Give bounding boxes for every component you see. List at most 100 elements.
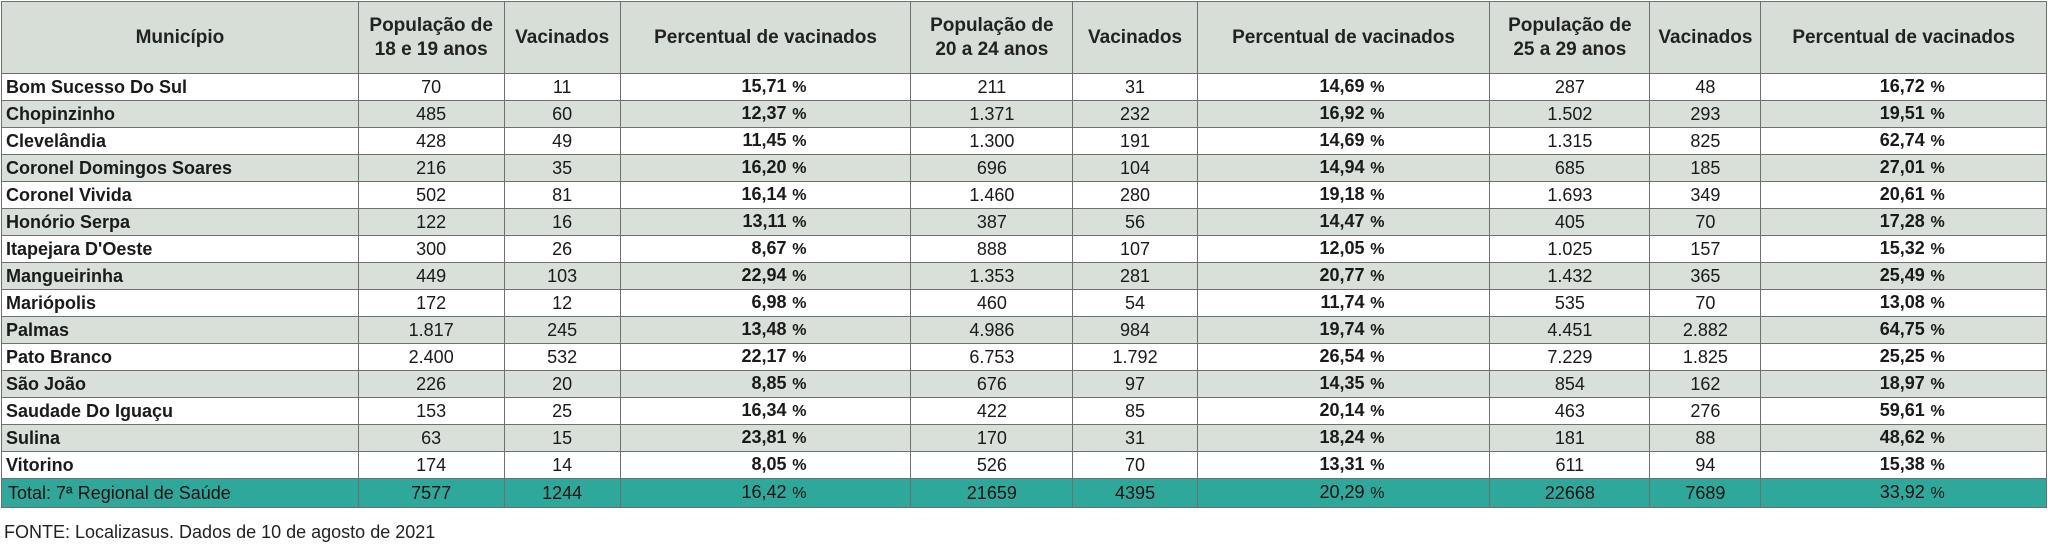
percent-value: 11,74 [1320,292,1365,312]
cell-percent: 15,38% [1760,451,2047,479]
percent-sign: % [1930,403,1945,420]
cell-vaccinated: 70 [1649,289,1762,317]
percent-sign: % [1930,106,1945,123]
cell-vaccinated: 281 [1072,262,1198,290]
percent-value: 19,51 [1879,103,1925,123]
cell-population: 216 [357,154,505,182]
cell-percent: 15,32% [1760,235,2047,263]
cell-municipio: Total: 7ª Regional de Saúde [1,478,359,508]
table-row: Mariópolis 172 12 6,98% 460 54 11,74% 535 70 13,0… [1,289,2047,317]
cell-percent: 15,71% [619,73,912,101]
percent-sign: % [1370,349,1385,366]
cell-population: 387 [910,208,1074,236]
percent-sign: % [792,106,807,123]
cell-percent: 19,74% [1196,316,1491,344]
percent-value: 48,62 [1879,427,1925,447]
cell-percent: 16,34% [619,397,912,425]
percent-value: 22,94 [741,265,787,285]
cell-percent: 19,18% [1196,181,1491,209]
percent-value: 59,61 [1879,400,1925,420]
cell-vaccinated: 162 [1649,370,1762,398]
percent-value: 27,01 [1879,157,1925,177]
cell-percent: 18,24% [1196,424,1491,452]
percent-value: 12,05 [1319,238,1365,258]
header-line: População de [1508,14,1632,36]
percent-value: 20,77 [1319,265,1365,285]
table-row: Mangueirinha 449 103 22,94% 1.353 281 20,77% 1.… [1,262,2047,290]
cell-percent: 16,92% [1196,100,1491,128]
cell-population: 502 [357,181,505,209]
cell-vaccinated: 15 [503,424,621,452]
percent-value: 11,45 [742,130,787,150]
percent-value: 12,37 [741,103,787,123]
cell-population: 463 [1489,397,1651,425]
cell-population: 211 [910,73,1074,101]
cell-vaccinated: 1244 [503,478,621,508]
header-population-25-29: População de 25 a 29 anos [1489,1,1651,74]
percent-sign: % [1370,376,1385,393]
header-line: População de [930,14,1054,36]
percent-value: 18,97 [1879,373,1925,393]
cell-vaccinated: 56 [1072,208,1198,236]
cell-percent: 14,69% [1196,127,1491,155]
percent-sign: % [1930,295,1945,312]
source-note: FONTE: Localizasus. Dados de 10 de agost… [4,522,436,542]
table-row: Clevelândia 428 49 11,45% 1.300 191 14,69% 1.31… [1,127,2047,155]
percent-value: 16,92 [1319,103,1365,123]
cell-municipio: Sulina [1,424,359,452]
table-row: Sulina 63 15 23,81% 170 31 18,24% 181 88 48,62% [1,424,2047,452]
percent-sign: % [1930,349,1945,366]
cell-vaccinated: 25 [503,397,621,425]
cell-population: 535 [1489,289,1651,317]
cell-vaccinated: 26 [503,235,621,263]
total-row: Total: 7ª Regional de Saúde 7577 1244 16,42… [1,478,2047,508]
percent-sign: % [1930,322,1945,339]
cell-percent: 33,92% [1760,478,2047,508]
header-municipio: Município [1,1,359,74]
cell-percent: 20,29% [1196,478,1491,508]
cell-population: 226 [357,370,505,398]
table-header: Município População de 18 e 19 anos Vacin… [1,1,2047,74]
percent-sign: % [792,322,807,339]
cell-population: 7577 [357,478,505,508]
cell-vaccinated: 2.882 [1649,316,1762,344]
cell-population: 70 [357,73,505,101]
header-vaccinated: Vacinados [1072,1,1198,74]
cell-population: 22668 [1489,478,1651,508]
header-percent-vaccinated: Percentual de vacinados [619,1,912,74]
percent-value: 16,34 [741,400,787,420]
cell-population: 1.432 [1489,262,1651,290]
percent-sign: % [1370,187,1385,204]
cell-percent: 12,05% [1196,235,1491,263]
cell-population: 1.371 [910,100,1074,128]
cell-population: 1.353 [910,262,1074,290]
cell-percent: 16,42% [619,478,912,508]
cell-vaccinated: 54 [1072,289,1198,317]
cell-percent: 11,45% [619,127,912,155]
percent-sign: % [792,241,807,258]
header-line: 20 a 24 anos [935,38,1049,60]
cell-municipio: Clevelândia [1,127,359,155]
percent-value: 20,14 [1319,400,1365,420]
percent-value: 14,69 [1319,76,1365,96]
cell-percent: 14,35% [1196,370,1491,398]
percent-value: 16,20 [741,157,787,177]
cell-population: 63 [357,424,505,452]
cell-vaccinated: 280 [1072,181,1198,209]
cell-percent: 18,97% [1760,370,2047,398]
cell-population: 685 [1489,154,1651,182]
cell-vaccinated: 103 [503,262,621,290]
percent-value: 14,69 [1319,130,1365,150]
table-body: Bom Sucesso Do Sul 70 11 15,71% 211 31 14,69% 2… [1,73,2047,479]
cell-population: 4.451 [1489,316,1651,344]
percent-sign: % [792,457,807,474]
percent-value: 8,05 [751,454,787,474]
percent-sign: % [792,268,807,285]
cell-vaccinated: 1.792 [1072,343,1198,371]
cell-population: 449 [357,262,505,290]
cell-population: 170 [910,424,1074,452]
cell-vaccinated: 14 [503,451,621,479]
cell-municipio: São João [1,370,359,398]
percent-sign: % [792,485,807,502]
cell-percent: 20,14% [1196,397,1491,425]
